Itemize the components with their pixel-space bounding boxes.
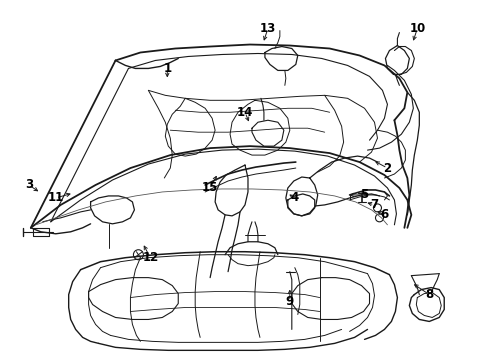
Text: 3: 3 [25, 179, 33, 192]
Text: 15: 15 [202, 181, 218, 194]
Text: 11: 11 [47, 192, 64, 204]
Text: 13: 13 [259, 22, 275, 35]
Text: 12: 12 [142, 251, 158, 264]
Text: 2: 2 [383, 162, 391, 175]
Text: 8: 8 [424, 288, 432, 301]
Text: 9: 9 [285, 295, 293, 308]
Text: 4: 4 [290, 192, 298, 204]
Text: 10: 10 [408, 22, 425, 35]
Text: 6: 6 [380, 208, 388, 221]
Text: 1: 1 [163, 62, 171, 75]
Text: 5: 5 [360, 188, 368, 202]
Text: 14: 14 [236, 106, 253, 119]
Text: 7: 7 [370, 198, 378, 211]
